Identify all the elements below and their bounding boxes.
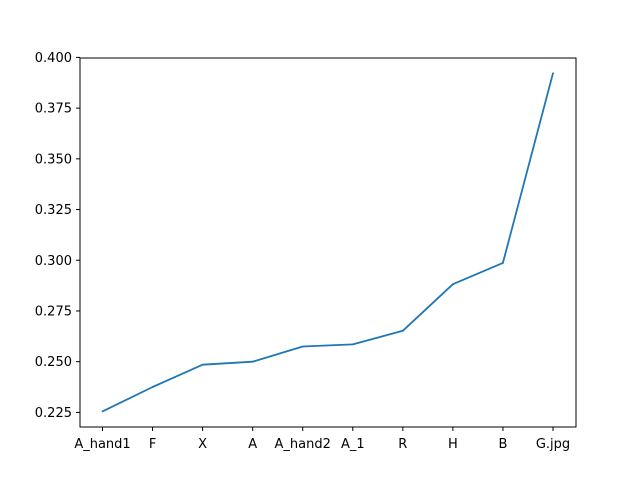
data-point — [451, 283, 454, 286]
x-tick-label: F — [149, 437, 156, 452]
y-tick-label: 0.350 — [35, 152, 72, 167]
x-tick-label: G.jpg — [536, 437, 570, 452]
data-point — [301, 345, 304, 348]
data-point — [201, 363, 204, 366]
data-point — [101, 410, 104, 413]
x-tick-label: H — [448, 437, 458, 452]
x-tick-label: A_1 — [341, 437, 365, 452]
x-tick-label: A_hand1 — [74, 437, 130, 452]
y-tick-label: 0.375 — [35, 102, 72, 117]
plot-area: 0.225 0.250 0.275 0.300 0.325 0.350 0.375 0.400… — [35, 51, 577, 452]
y-tick-label: 0.300 — [35, 254, 72, 269]
x-tick-label: R — [398, 437, 407, 452]
data-point — [151, 386, 154, 388]
data-point — [502, 261, 504, 264]
y-tick-label: 0.275 — [35, 304, 72, 319]
data-point — [552, 72, 554, 75]
y-tick-label: 0.325 — [35, 203, 72, 218]
axes-frame — [79, 57, 577, 428]
x-tick-label: A — [248, 437, 257, 452]
x-tick-label: X — [198, 437, 207, 452]
data-point — [401, 329, 404, 332]
data-point — [251, 360, 254, 363]
y-tick-label: 0.225 — [35, 406, 72, 421]
data-point — [351, 343, 354, 346]
x-tick-label: A_hand2 — [275, 437, 331, 452]
y-tick-label: 0.400 — [35, 51, 72, 66]
series-line — [102, 72, 554, 413]
x-tick-label: B — [498, 437, 507, 452]
y-tick-label: 0.250 — [35, 355, 72, 370]
